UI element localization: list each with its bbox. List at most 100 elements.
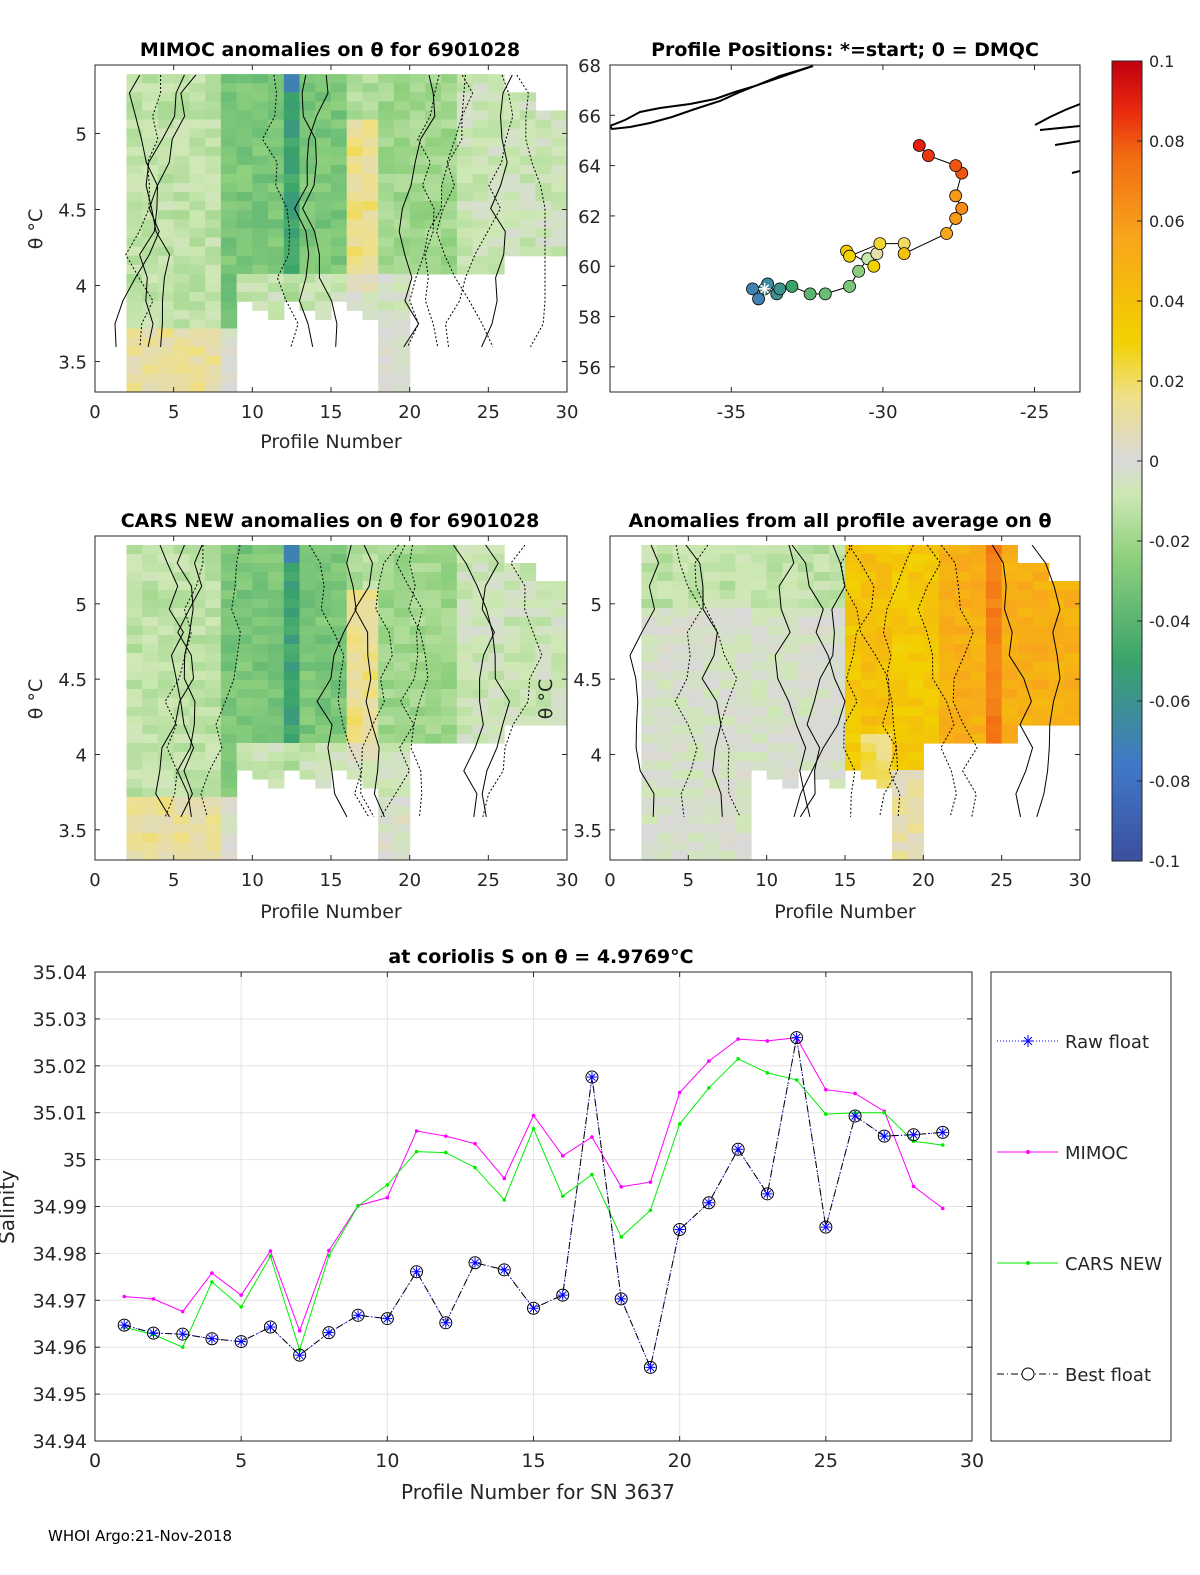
heatmap-cell <box>236 734 253 744</box>
heatmap-cell <box>719 779 736 789</box>
heatmap-cell <box>378 355 395 366</box>
heatmap-cell <box>409 698 426 708</box>
heatmap-cell <box>189 246 206 257</box>
heatmap-cell <box>173 110 190 121</box>
heatmap-cell <box>346 283 364 293</box>
heatmap-cell <box>315 599 332 609</box>
colorbar-tick-label: 0.1 <box>1149 52 1174 71</box>
heatmap-cell <box>641 698 658 708</box>
heatmap-cell <box>409 680 426 690</box>
heatmap-cell <box>157 797 175 807</box>
heatmap-cell <box>939 581 956 591</box>
heatmap-cell <box>378 119 395 130</box>
heatmap-cell <box>378 192 395 202</box>
heatmap-cell <box>456 246 474 257</box>
heatmap-cell <box>735 572 752 582</box>
heatmap-cell <box>504 119 521 130</box>
heatmap-cell <box>315 192 332 202</box>
heatmap-cell <box>205 824 222 834</box>
heatmap-cell <box>441 626 458 636</box>
heatmap-cell <box>378 554 395 564</box>
heatmap-cell <box>672 779 689 789</box>
best-float-point <box>614 1292 628 1306</box>
heatmap-cell <box>252 707 269 717</box>
heatmap-cell <box>409 210 426 221</box>
heatmap-cell <box>782 770 799 780</box>
heatmap-cell <box>657 635 674 645</box>
x-tick-label: 25 <box>477 870 500 891</box>
heatmap-cell <box>409 545 426 555</box>
heatmap-cell <box>205 689 222 699</box>
heatmap-cell <box>829 563 846 573</box>
heatmap-cell <box>892 554 909 564</box>
heatmap-cell <box>735 779 752 789</box>
heatmap-cell <box>205 74 222 84</box>
heatmap-cell <box>142 128 159 139</box>
heatmap-cell <box>1048 626 1065 636</box>
heatmap-cell <box>189 644 206 654</box>
heatmap-cell <box>939 626 956 636</box>
heatmap-cell <box>173 671 190 681</box>
heatmap-cell <box>907 824 924 834</box>
heatmap-cell <box>672 644 689 654</box>
heatmap-cell <box>157 680 175 690</box>
heatmap-cell <box>551 671 567 681</box>
heatmap-cell <box>766 689 783 699</box>
best-float-point <box>556 1288 570 1302</box>
heatmap-cell <box>283 273 301 284</box>
heatmap-cell <box>126 119 143 130</box>
heatmap-cell <box>393 146 411 157</box>
heatmap-cell <box>126 572 143 582</box>
heatmap-cell <box>315 119 332 130</box>
heatmap-cell <box>504 219 521 230</box>
heatmap-cell <box>157 92 175 102</box>
heatmap-cell <box>860 608 877 618</box>
heatmap-cell <box>535 653 552 663</box>
heatmap-cell <box>519 572 537 582</box>
heatmap-cell <box>456 210 474 221</box>
heatmap-cell <box>220 355 238 366</box>
heatmap-cell <box>704 626 721 636</box>
heatmap-cell <box>907 734 924 744</box>
heatmap-cell <box>236 599 253 609</box>
y-tick-label: 5 <box>591 595 602 616</box>
heatmap-cell <box>986 716 1003 726</box>
legend-marker <box>1026 1261 1030 1265</box>
heatmap-cell <box>157 355 175 366</box>
heatmap-cell <box>409 101 426 112</box>
heatmap-cell <box>986 680 1003 690</box>
heatmap-cell <box>907 725 924 735</box>
heatmap-cell <box>939 572 956 582</box>
heatmap-cell <box>907 716 924 726</box>
heatmap-cell <box>315 617 332 627</box>
y-tick-label: 35.03 <box>33 1009 87 1031</box>
heatmap-cell <box>519 581 537 591</box>
heatmap-cell <box>923 689 940 699</box>
y-tick-label: 34.97 <box>33 1290 87 1312</box>
heatmap-cell <box>813 554 830 564</box>
heatmap-cell <box>456 734 474 744</box>
heatmap-cell <box>551 689 567 699</box>
heatmap-cell <box>751 725 768 735</box>
heatmap-cell <box>142 355 159 366</box>
heatmap-cell <box>220 707 238 717</box>
heatmap-cell <box>220 689 238 699</box>
heatmap-cell <box>907 806 924 816</box>
heatmap-cell <box>751 653 768 663</box>
heatmap-cell <box>551 590 567 600</box>
heatmap-cell <box>346 563 364 573</box>
heatmap-cell <box>299 725 316 735</box>
panel5-title: at coriolis S on θ = 4.9769°C <box>388 946 693 968</box>
heatmap-cell <box>331 626 348 636</box>
heatmap-cell <box>766 653 783 663</box>
heatmap-cell <box>142 183 159 193</box>
heatmap-cell <box>315 716 332 726</box>
heatmap-cell <box>719 608 736 618</box>
heatmap-cell <box>672 599 689 609</box>
heatmap-cell <box>1064 698 1080 708</box>
x-tick-label: 30 <box>960 1450 984 1472</box>
heatmap-cell <box>299 617 316 627</box>
heatmap-cell <box>126 382 143 392</box>
heatmap-cell <box>331 662 348 672</box>
heatmap-cell <box>346 83 364 93</box>
